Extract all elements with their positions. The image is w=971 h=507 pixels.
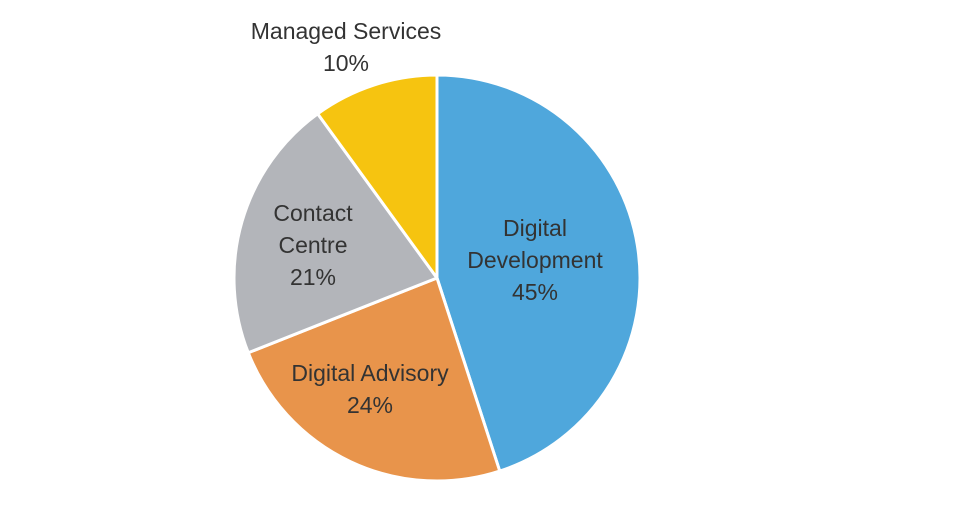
slice-category-label: Centre — [278, 232, 347, 258]
slice-value-label: 24% — [347, 392, 393, 418]
pie-slice-managed-services — [316, 73, 439, 280]
pie-slice-contact-centre — [232, 112, 439, 355]
slice-value-label: 10% — [323, 50, 369, 76]
slice-category-label: Digital Advisory — [291, 360, 449, 386]
slice-category-label: Development — [467, 247, 603, 273]
slice-value-label: 45% — [512, 279, 558, 305]
slice-category-label: Managed Services — [251, 18, 442, 44]
slice-value-label: 21% — [290, 264, 336, 290]
pie-slice-digital-development — [435, 73, 642, 473]
slice-category-label: Contact — [273, 200, 353, 226]
slice-category-label: Digital — [503, 215, 567, 241]
